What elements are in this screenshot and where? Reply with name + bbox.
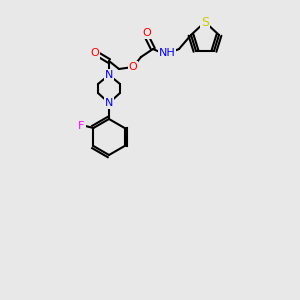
Text: S: S [201, 16, 209, 28]
Text: O: O [129, 62, 137, 72]
Text: O: O [142, 28, 152, 38]
Text: N: N [105, 98, 113, 108]
Text: NH: NH [159, 48, 176, 58]
Text: O: O [91, 48, 99, 58]
Text: F: F [78, 121, 85, 131]
Text: N: N [105, 70, 113, 80]
